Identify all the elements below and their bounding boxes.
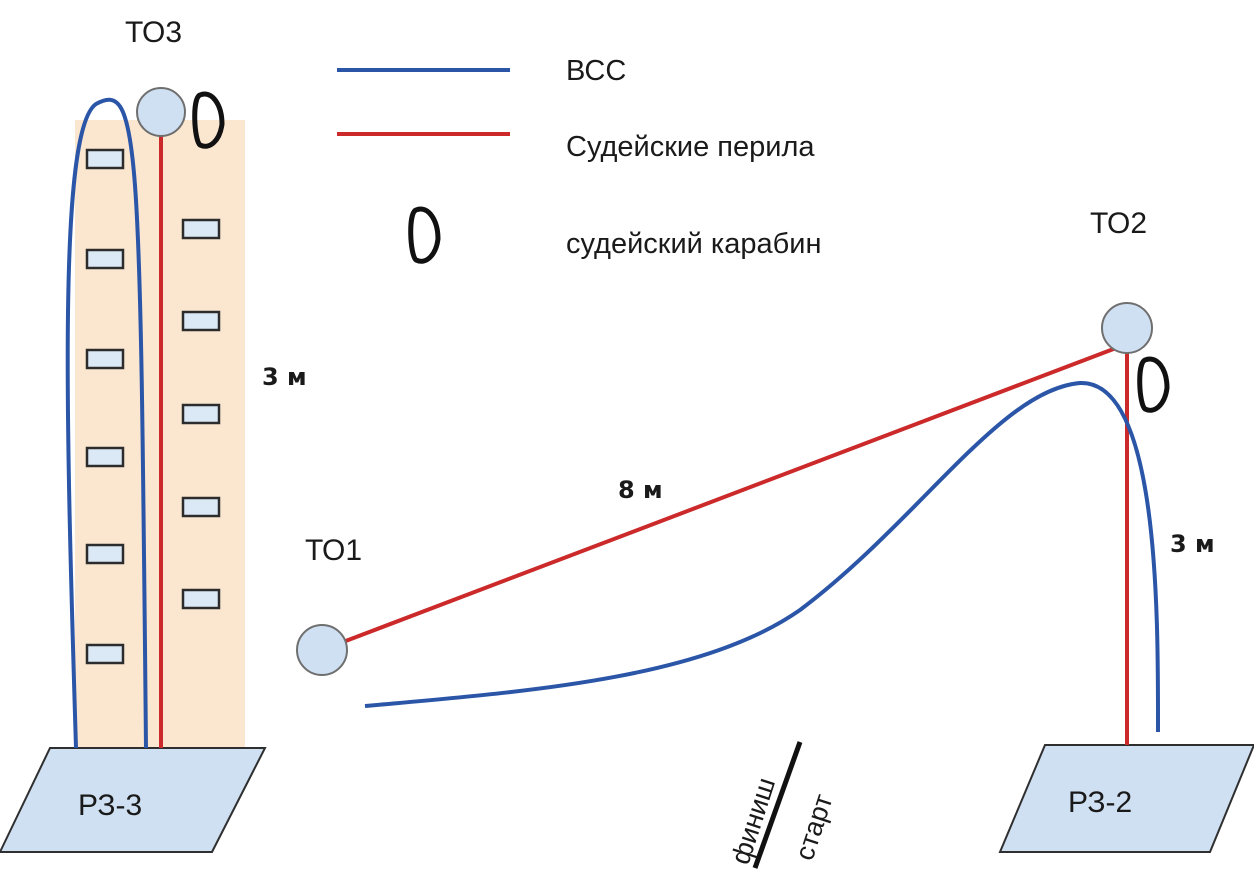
distance-descent: 3 м bbox=[1170, 530, 1215, 558]
zone-label-rz2: РЗ-2 bbox=[1068, 786, 1132, 819]
zone-rz3 bbox=[0, 747, 267, 853]
legend-vss-label: ВСС bbox=[566, 55, 626, 87]
wall-hold bbox=[85, 446, 125, 468]
wall-hold bbox=[181, 310, 221, 332]
zone-rz2 bbox=[998, 744, 1254, 853]
wall-hold bbox=[181, 218, 221, 240]
judge-rail-traverse bbox=[321, 343, 1125, 652]
distance-wall-height: 3 м bbox=[262, 363, 307, 391]
vss-rope-traverse bbox=[364, 380, 1161, 733]
zone-label-rz3: РЗ-3 bbox=[78, 789, 142, 822]
point-label-to3: ТО3 bbox=[125, 16, 182, 49]
anchor-point-icon bbox=[136, 87, 186, 137]
point-label-to1: ТО1 bbox=[305, 534, 362, 567]
wall-holds bbox=[85, 148, 221, 665]
finish-start-divider bbox=[752, 741, 803, 869]
legend-carabiner-label: судейский карабин bbox=[566, 228, 821, 260]
anchor-point-icon bbox=[1101, 302, 1153, 354]
distance-traverse: 8 м bbox=[618, 476, 663, 504]
carabiner-icon bbox=[1137, 356, 1170, 413]
carabiner-icon bbox=[408, 206, 441, 264]
wall-hold bbox=[85, 643, 125, 665]
wall-hold bbox=[181, 403, 221, 425]
wall-hold bbox=[85, 543, 125, 565]
wall-hold bbox=[181, 496, 221, 518]
point-label-to2: ТО2 bbox=[1090, 207, 1147, 240]
wall-hold bbox=[181, 588, 221, 610]
wall-hold bbox=[85, 348, 125, 370]
wall-hold bbox=[85, 148, 125, 170]
wall-hold bbox=[85, 248, 125, 270]
carabiner-icon bbox=[192, 91, 225, 149]
start-label: старт bbox=[789, 791, 838, 864]
legend-rail-label: Судейские перила bbox=[566, 131, 815, 163]
anchor-point-icon bbox=[296, 624, 348, 676]
vss-rope-wall bbox=[65, 97, 148, 749]
